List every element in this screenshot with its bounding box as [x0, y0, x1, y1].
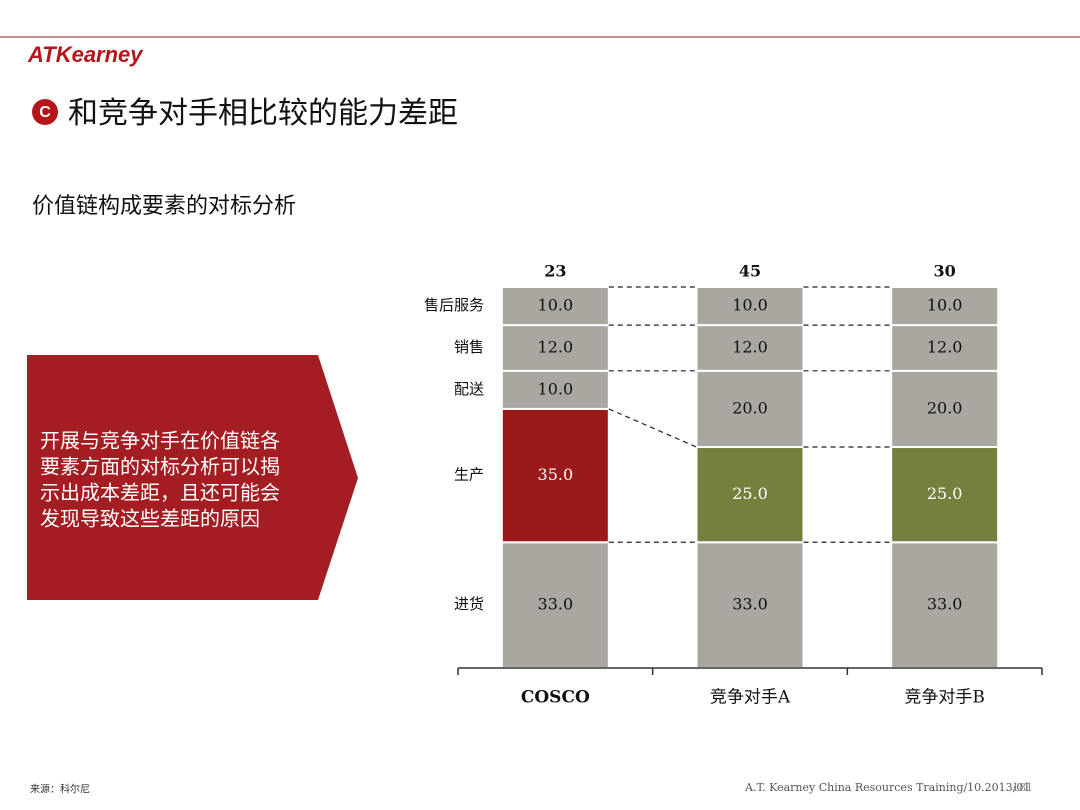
callout-line: 示出成本差距，且还可能会: [40, 481, 280, 505]
bar-segment: [500, 324, 610, 372]
value-label: 33.0: [538, 595, 574, 614]
x-tick-label: 竞争对手B: [904, 688, 985, 708]
bar-segment: [890, 324, 1000, 372]
x-tick-label: COSCO: [521, 688, 590, 708]
bar-segment: [695, 286, 805, 327]
subtitle: 价值链构成要素的对标分析: [32, 194, 296, 219]
bar-segment: [890, 446, 1000, 544]
value-label: 10.0: [538, 379, 574, 398]
bar-segment: [890, 541, 1000, 670]
total-label: 45: [739, 262, 761, 281]
bar-segment: [500, 541, 610, 670]
value-label: 12.0: [927, 337, 963, 356]
bar-segment: [890, 369, 1000, 449]
bar-segment: [695, 446, 805, 544]
callout-line: 要素方面的对标分析可以揭: [40, 455, 280, 479]
value-label: 20.0: [732, 398, 768, 417]
row-label: 销售: [454, 338, 484, 356]
callout-line: 开展与竞争对手在价值链各: [40, 429, 280, 453]
source: 来源：科尔尼: [30, 783, 90, 796]
value-label: 25.0: [927, 484, 963, 503]
bar-segment: [500, 369, 610, 410]
bar-segment: [695, 324, 805, 372]
value-label: 35.0: [538, 465, 574, 484]
title: 和竞争对手相比较的能力差距: [68, 96, 458, 131]
value-label: 33.0: [732, 595, 768, 614]
value-label: 12.0: [538, 337, 574, 356]
x-tick-label: 竞争对手A: [710, 688, 791, 708]
callout-line: 发现导致这些差距的原因: [40, 507, 260, 531]
value-label: 25.0: [732, 484, 768, 503]
badge-circle: [32, 99, 58, 125]
bar-segment: [695, 369, 805, 449]
badge: C: [39, 104, 51, 121]
value-label: 12.0: [732, 337, 768, 356]
callout-arrow: [27, 355, 358, 600]
bar-segment: [500, 407, 610, 544]
connector: [608, 408, 697, 448]
total-label: 30: [934, 262, 956, 281]
bar-segment: [500, 286, 610, 327]
logo: ATKearney: [27, 42, 144, 67]
value-label: 20.0: [927, 398, 963, 417]
page-number: 181: [1012, 781, 1033, 794]
bar-segment: [890, 286, 1000, 327]
row-label: 售后服务: [424, 296, 484, 314]
total-label: 23: [544, 262, 566, 281]
footer: A.T. Kearney China Resources Training/10…: [744, 781, 1030, 794]
row-label: 生产: [454, 466, 484, 484]
row-label: 进货: [454, 595, 484, 613]
value-label: 10.0: [538, 296, 574, 315]
value-label: 33.0: [927, 595, 963, 614]
value-label: 10.0: [927, 296, 963, 315]
value-label: 10.0: [732, 296, 768, 315]
row-label: 配送: [454, 380, 484, 398]
